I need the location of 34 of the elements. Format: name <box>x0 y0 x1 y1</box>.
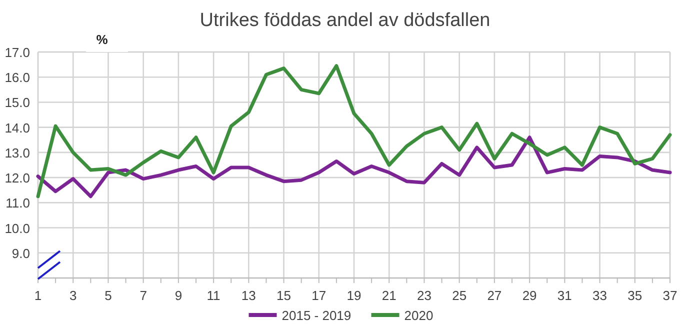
x-tick-label: 25 <box>452 288 467 303</box>
chart-title: Utrikes föddas andel av dödsfallen <box>200 10 490 31</box>
x-tick-label: 37 <box>662 288 678 303</box>
x-tick-label: 31 <box>557 288 572 303</box>
y-tick-label: 13.0 <box>4 145 30 160</box>
x-tick-label: 21 <box>382 288 396 303</box>
x-tick-label: 7 <box>140 288 147 303</box>
y-tick-label: 15.0 <box>4 95 30 110</box>
y-tick-label: 17.0 <box>4 45 30 60</box>
y-tick-label: 16.0 <box>4 70 30 86</box>
x-tick-label: 1 <box>34 288 42 303</box>
legend-label: 2020 <box>404 308 434 323</box>
x-tick-label: 15 <box>276 288 292 303</box>
x-tick-label: 3 <box>69 288 77 303</box>
x-tick-label: 11 <box>206 288 220 303</box>
x-tick-label: 35 <box>628 288 642 303</box>
x-tick-label: 9 <box>174 288 182 303</box>
x-tick-label: 33 <box>592 288 608 303</box>
x-tick-label: 17 <box>312 288 326 303</box>
y-tick-label: 14.0 <box>4 120 30 136</box>
x-tick-label: 23 <box>416 288 432 303</box>
y-tick-label: 12.0 <box>4 170 30 186</box>
legend-label: 2015 - 2019 <box>282 308 352 323</box>
y-tick-label: 10.0 <box>4 220 30 236</box>
x-tick-label: 29 <box>522 288 537 303</box>
y-tick-label: 9.0 <box>12 246 30 261</box>
line-series <box>36 64 672 198</box>
x-tick-label: 19 <box>346 288 362 303</box>
x-tick-label: 27 <box>487 288 502 303</box>
y-tick-label: 11.0 <box>6 196 30 211</box>
x-tick-label: 5 <box>104 288 112 303</box>
line-series <box>36 136 672 198</box>
y-axis-title: % <box>96 32 108 47</box>
x-tick-label: 13 <box>241 288 256 303</box>
